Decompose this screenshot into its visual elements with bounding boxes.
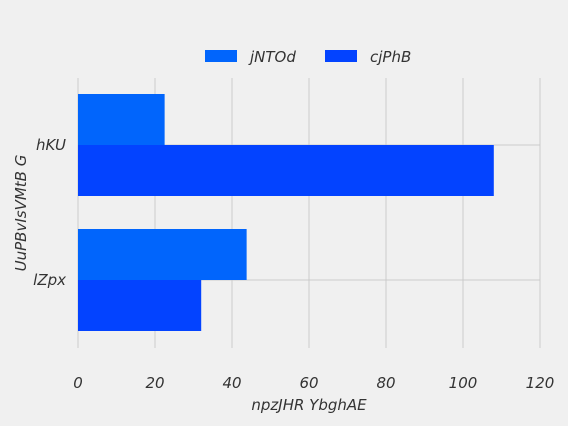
x-tick-label: 0	[73, 374, 83, 392]
legend-label-cjPhB: cjPhB	[370, 48, 411, 66]
legend-swatch-cjPhB	[325, 50, 357, 62]
y-axis-title: UuPBvIsVMtB G	[12, 155, 30, 272]
x-tick-label: 100	[449, 374, 478, 392]
y-tick-labels: hKU lZpx	[33, 136, 66, 289]
x-tick-label: 20	[145, 374, 164, 392]
bar-jNTOd-hKU	[78, 94, 165, 145]
x-tick-label: 120	[526, 374, 555, 392]
legend: jNTOd cjPhB	[205, 48, 411, 66]
x-axis-title: npzJHR YbghAE	[251, 396, 367, 414]
y-tick-label: lZpx	[33, 271, 66, 289]
x-tick-label: 80	[376, 374, 395, 392]
y-tick-label: hKU	[36, 136, 66, 154]
bar-cjPhB-lZpx	[78, 280, 202, 331]
bars-group	[78, 94, 494, 331]
bar-jNTOd-lZpx	[78, 229, 247, 280]
legend-swatch-jNTOd	[205, 50, 237, 62]
x-tick-labels: 0 20 40 60 80 100 120	[73, 374, 554, 392]
legend-label-jNTOd: jNTOd	[248, 48, 296, 66]
x-tick-label: 40	[222, 374, 241, 392]
bar-cjPhB-hKU	[78, 145, 494, 196]
x-tick-label: 60	[299, 374, 318, 392]
